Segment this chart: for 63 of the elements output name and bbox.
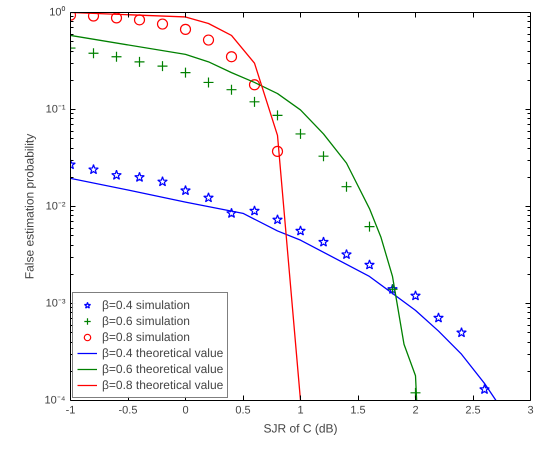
x-tick-label: 0 bbox=[182, 404, 189, 416]
legend-label: β=0.6 simulation bbox=[102, 313, 190, 329]
x-tick-label: 3 bbox=[527, 404, 534, 416]
point bbox=[157, 176, 168, 186]
point bbox=[202, 34, 214, 46]
point bbox=[364, 259, 375, 270]
point bbox=[156, 60, 168, 72]
point bbox=[433, 312, 444, 323]
point bbox=[110, 12, 122, 24]
point bbox=[202, 76, 214, 88]
point bbox=[272, 146, 284, 157]
x-tick-label: 0.5 bbox=[235, 404, 251, 416]
point bbox=[295, 225, 306, 236]
point bbox=[111, 170, 122, 180]
point bbox=[248, 79, 260, 90]
point bbox=[341, 248, 352, 260]
x-tick-label: 1 bbox=[297, 404, 304, 416]
legend-label: β=0.4 simulation bbox=[102, 297, 190, 313]
y-tick-label: 10⁻¹ bbox=[46, 104, 66, 116]
point bbox=[226, 208, 237, 218]
point bbox=[156, 18, 168, 30]
point bbox=[318, 236, 329, 247]
legend-label: β=0.8 theoretical value bbox=[102, 377, 224, 393]
point bbox=[88, 12, 100, 22]
point bbox=[479, 384, 490, 394]
x-tick-label: -1 bbox=[66, 404, 76, 416]
point bbox=[134, 14, 146, 26]
point bbox=[364, 221, 376, 232]
y-tick-label: 10⁻³ bbox=[46, 298, 66, 310]
point bbox=[180, 184, 191, 196]
point bbox=[294, 128, 306, 140]
point bbox=[226, 84, 238, 96]
x-tick-label: -0.5 bbox=[118, 404, 138, 416]
point bbox=[272, 110, 284, 121]
legend-label: β=0.8 simulation bbox=[102, 329, 190, 345]
line-series bbox=[70, 34, 418, 400]
point bbox=[410, 290, 421, 300]
point bbox=[180, 24, 192, 35]
point bbox=[340, 181, 352, 192]
point bbox=[318, 150, 330, 162]
x-tick-label: 2.5 bbox=[465, 404, 481, 416]
point bbox=[272, 214, 283, 224]
point bbox=[249, 205, 260, 216]
legend-label: β=0.6 theoretical value bbox=[102, 361, 224, 377]
x-axis-title: SJR of C (dB) bbox=[263, 422, 338, 436]
point bbox=[134, 172, 145, 182]
y-tick-label: 10⁻⁴ bbox=[44, 394, 66, 406]
y-tick-label: 10⁰ bbox=[49, 6, 66, 18]
legend-label: β=0.4 theoretical value bbox=[102, 345, 224, 361]
y-axis-title: False estimation probability bbox=[22, 134, 37, 280]
point bbox=[248, 96, 260, 108]
point bbox=[88, 164, 99, 174]
line-series bbox=[70, 178, 497, 400]
point bbox=[88, 48, 100, 59]
point bbox=[180, 67, 192, 78]
point bbox=[456, 327, 467, 338]
x-tick-label: 2 bbox=[412, 404, 419, 416]
point bbox=[226, 51, 238, 62]
x-tick-label: 1.5 bbox=[350, 404, 366, 416]
point bbox=[134, 56, 146, 68]
point bbox=[110, 51, 122, 62]
point bbox=[203, 192, 214, 202]
y-tick-label: 10⁻² bbox=[46, 200, 66, 212]
